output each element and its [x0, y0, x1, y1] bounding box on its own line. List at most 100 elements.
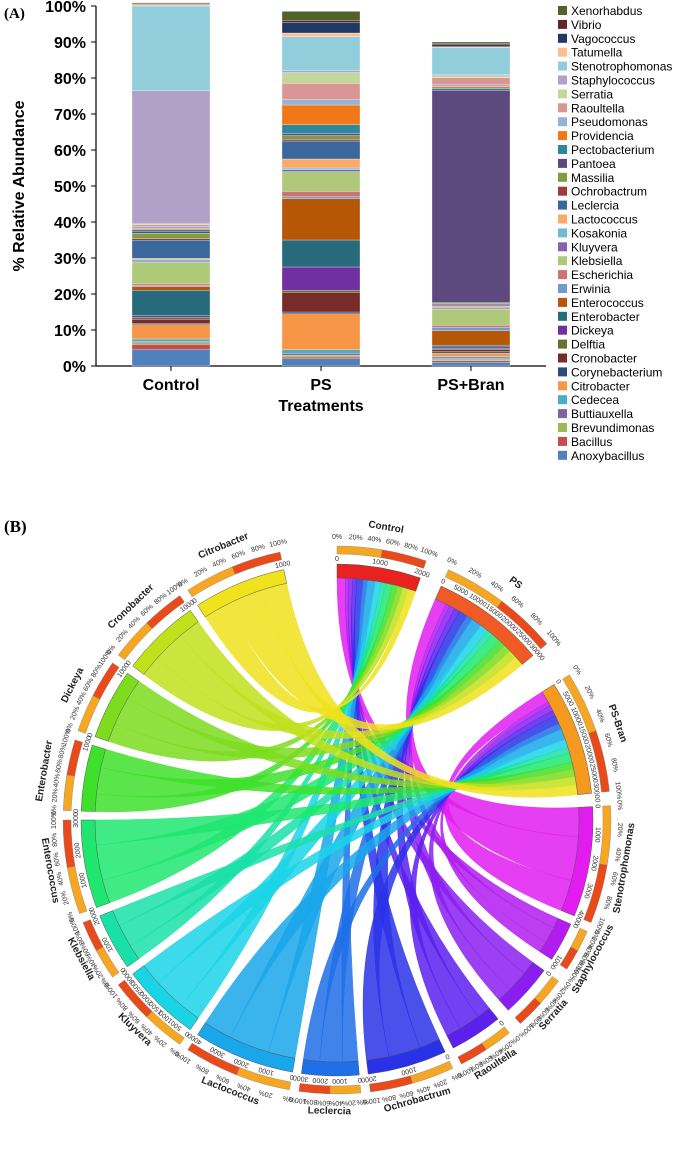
- bar-segment-leclercia: [281, 140, 361, 160]
- bar-segment-enterococcus: [281, 198, 361, 241]
- bar-segment-citrobacter: [131, 324, 211, 340]
- arc-percent-tick: 80%: [115, 996, 129, 1011]
- composition-bar: [231, 551, 282, 575]
- x-tick-label: PS+Bran: [437, 377, 504, 394]
- legend-item: Ochrobactrum: [571, 185, 647, 199]
- legend-item: Corynebacterium: [571, 365, 662, 379]
- chord-arc-lactococcus: [197, 1022, 296, 1073]
- bar-segment-massilia: [431, 302, 511, 304]
- arc-value-tick: 1000: [78, 872, 88, 889]
- legend-swatch: [558, 353, 567, 363]
- legend-swatch: [558, 103, 567, 113]
- arc-percent-tick: 60%: [603, 733, 614, 748]
- arc-percent-tick: 100%: [61, 728, 73, 747]
- bar-segment-ochrobactrum: [281, 139, 361, 142]
- bar-segment-bacillus: [131, 344, 211, 350]
- bar-segment-vagococcus: [431, 44, 511, 47]
- bar-segment-massilia: [131, 233, 211, 239]
- composition-bar: [62, 774, 75, 811]
- arc-percent-tick: 100%: [419, 547, 438, 559]
- chord-arc-control: [336, 563, 421, 592]
- legend-swatch: [558, 339, 567, 349]
- legend-swatch: [558, 75, 567, 85]
- bar-segment-stenotrophomonas: [431, 47, 511, 75]
- arc-value-tick: 0: [192, 597, 199, 605]
- legend-swatch: [558, 214, 567, 224]
- legend-item: Erwinia: [571, 282, 611, 296]
- legend-swatch: [558, 158, 567, 168]
- chord-arc-dickeya: [94, 672, 140, 742]
- arc-value-tick: 0: [440, 578, 447, 586]
- bar-segment-cedecea: [431, 356, 511, 359]
- legend-item: Staphylococcus: [571, 74, 655, 88]
- legend-item: Stenotrophomonas: [571, 60, 672, 74]
- arc-percent-tick: 100%: [269, 538, 288, 549]
- arc-percent-tick: 0%: [100, 976, 112, 988]
- panel-b-label: (B): [4, 517, 27, 536]
- bar-segment-pectobacterium: [131, 229, 211, 232]
- arc-percent-tick: 40%: [594, 708, 606, 724]
- legend-swatch: [558, 436, 567, 446]
- arc-percent-tick: 0%: [571, 664, 582, 676]
- bar-segment-corynebacterium: [281, 311, 361, 314]
- legend-swatch: [558, 145, 567, 154]
- legend-swatch: [558, 6, 567, 15]
- bar-segment-enterobacter: [281, 239, 361, 268]
- bar-segment-providencia: [281, 104, 361, 125]
- bar-segment-kluyvera: [281, 169, 361, 172]
- arc-percent-tick: 20%: [616, 823, 623, 837]
- legend-item: Pectobacterium: [571, 143, 654, 157]
- bar-segment-leclercia: [131, 240, 211, 259]
- arc-percent-tick: 100%: [614, 781, 623, 800]
- legend-swatch: [558, 284, 567, 293]
- legend-swatch: [558, 186, 567, 196]
- bar-segment-vagococcus: [281, 22, 361, 34]
- x-axis-label: Treatments: [278, 398, 363, 415]
- legend-swatch: [558, 297, 567, 307]
- arc-percent-tick: 60%: [385, 538, 400, 548]
- legend-item: Vibrio: [571, 18, 602, 32]
- bar-segment-kosakonia: [281, 167, 361, 170]
- bar-segment-massilia: [281, 135, 361, 140]
- legend-swatch: [558, 270, 567, 280]
- bar-segment-klebsiella: [431, 308, 511, 326]
- arc-percent-tick: 80%: [250, 543, 265, 554]
- chord-arc-serratia: [498, 961, 545, 1011]
- composition-bar: [298, 1083, 331, 1095]
- bar-segment-delftia: [131, 317, 211, 320]
- arc-value-tick: 0: [594, 804, 601, 808]
- legend-swatch: [558, 131, 567, 141]
- composition-bar: [92, 662, 120, 700]
- arc-percent-tick: 100%: [51, 811, 58, 829]
- arc-percent-tick: 20%: [51, 788, 59, 803]
- arc-percent-tick: 0%: [332, 534, 342, 541]
- y-tick-label: 90%: [54, 35, 86, 52]
- arc-percent-tick: 80%: [529, 612, 544, 627]
- arc-percent-tick: 60%: [53, 852, 62, 867]
- bar-segment-corynebacterium: [431, 351, 511, 354]
- arc-value-tick: 0: [357, 1076, 362, 1083]
- y-tick-label: 30%: [54, 251, 86, 268]
- bar-segment-bacillus: [431, 360, 511, 363]
- y-tick-label: 40%: [54, 215, 86, 232]
- arc-value-tick: 30000: [592, 783, 601, 803]
- arc-value-tick: 2000: [312, 1076, 328, 1084]
- legend-swatch: [558, 367, 567, 377]
- bar-segment-ochrobactrum: [431, 303, 511, 305]
- arc-percent-tick: 60%: [509, 595, 524, 609]
- bar-segment-enterococcus: [431, 330, 511, 346]
- arc-percent-tick: 80%: [58, 744, 68, 759]
- arc-value-tick: 0: [497, 1018, 505, 1026]
- legend-item: Enterobacter: [571, 310, 640, 324]
- arc-percent-tick: 80%: [303, 1097, 318, 1105]
- chord-arc-citrobacter: [197, 569, 287, 618]
- arc-percent-tick: 100%: [517, 1021, 535, 1038]
- arc-percent-tick: 60%: [316, 1098, 330, 1106]
- legend: XenorhabdusVibrioVagococcusTatumellaSten…: [558, 4, 672, 463]
- arc-percent-tick: 100%: [545, 629, 562, 647]
- arc-percent-tick: 40%: [127, 616, 142, 631]
- bar-segment-enterobacter: [431, 344, 511, 348]
- arc-value-tick: 25000: [588, 763, 598, 784]
- arc-percent-tick: 20%: [60, 890, 71, 905]
- bar-segment-anoxybacillus: [281, 358, 361, 367]
